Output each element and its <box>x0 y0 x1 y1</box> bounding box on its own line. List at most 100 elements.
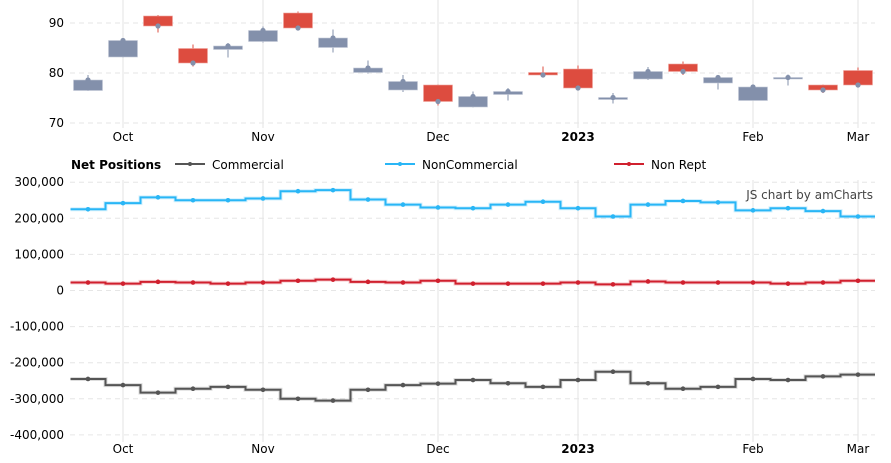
candle <box>458 91 488 108</box>
x-axis-label: Nov <box>251 130 274 144</box>
data-point <box>855 278 861 284</box>
x-axis-label: Dec <box>426 442 449 456</box>
net-positions-chart: Oct Nov Dec 2023 Feb Mar -400,000 -300,000 -200,… <box>10 175 875 456</box>
series-noncommercial <box>70 187 875 219</box>
close-marker <box>855 82 861 88</box>
data-point <box>400 382 406 388</box>
y-axis-label: 70 <box>49 116 64 130</box>
x-axis-label: Nov <box>251 442 274 456</box>
data-point <box>680 386 686 391</box>
data-point <box>820 280 826 285</box>
data-point <box>155 279 161 285</box>
close-marker <box>330 35 336 41</box>
y-axis-label: 90 <box>49 16 64 30</box>
data-point <box>540 281 546 286</box>
data-point <box>575 205 581 211</box>
data-point <box>715 280 721 285</box>
data-point <box>155 390 161 395</box>
candle <box>248 26 278 43</box>
series-line <box>70 189 875 218</box>
candle <box>423 84 453 106</box>
data-point <box>505 281 511 286</box>
candle <box>808 84 838 93</box>
series-line <box>70 370 875 402</box>
data-point <box>190 280 196 285</box>
data-point <box>400 280 406 285</box>
data-point <box>540 384 546 390</box>
data-point <box>575 280 581 285</box>
close-marker <box>190 60 196 66</box>
data-point <box>715 200 721 205</box>
data-point <box>155 195 161 200</box>
data-point <box>470 377 476 383</box>
data-point <box>680 280 686 285</box>
data-point <box>820 208 826 214</box>
y-axis-label: 300,000 <box>14 175 64 189</box>
data-point <box>435 381 441 386</box>
candle <box>563 65 593 91</box>
x-axis-label: Oct <box>113 442 134 456</box>
data-point <box>260 280 266 285</box>
x-axis-label: Mar <box>847 130 870 144</box>
data-point <box>750 280 756 285</box>
candle <box>73 75 103 91</box>
close-marker <box>155 23 161 29</box>
data-point <box>645 380 651 386</box>
data-point <box>820 374 826 379</box>
close-marker <box>645 68 651 75</box>
data-point <box>295 278 301 284</box>
data-point <box>120 200 126 206</box>
data-point <box>190 197 196 203</box>
data-point <box>295 396 301 402</box>
data-point <box>470 281 476 286</box>
candle <box>598 93 628 104</box>
data-point <box>85 280 91 285</box>
series-nonrept <box>70 277 875 287</box>
data-point <box>225 197 231 203</box>
legend-label-nonrept[interactable]: Non Rept <box>651 158 707 172</box>
x-axis-label: Oct <box>113 130 134 144</box>
data-point <box>645 279 651 284</box>
data-point <box>435 278 441 284</box>
y-axis-label: -300,000 <box>10 392 64 406</box>
data-point <box>365 197 371 202</box>
data-point <box>260 196 266 201</box>
legend-marker-commercial <box>188 162 192 166</box>
data-point <box>120 281 126 286</box>
close-marker <box>365 65 371 71</box>
data-point <box>365 279 371 285</box>
x-axis-label: Mar <box>847 442 870 456</box>
candle <box>773 74 803 86</box>
data-point <box>785 205 791 211</box>
candle <box>493 88 523 101</box>
x-axis-label: 2023 <box>561 442 594 456</box>
y-axis-label: -400,000 <box>10 428 64 442</box>
candle <box>528 66 558 78</box>
x-axis-label: 2023 <box>561 130 594 144</box>
series-line-shadow <box>70 369 875 403</box>
close-marker <box>820 87 826 93</box>
data-point <box>645 202 651 207</box>
close-marker <box>295 25 301 31</box>
x-axis-label: Feb <box>742 442 763 456</box>
data-point <box>85 206 91 212</box>
y-axis-label: 200,000 <box>14 211 64 225</box>
legend-title: Net Positions <box>71 158 161 172</box>
x-axis-label: Feb <box>742 130 763 144</box>
close-marker <box>260 27 266 34</box>
data-point <box>855 214 861 219</box>
legend-marker-nonrept <box>627 162 631 166</box>
candle <box>633 67 663 80</box>
data-point <box>715 384 721 390</box>
y-axis-label: 0 <box>56 284 64 298</box>
candle <box>108 37 138 58</box>
legend-label-commercial[interactable]: Commercial <box>212 158 284 172</box>
candle <box>178 44 208 67</box>
close-marker <box>505 88 511 95</box>
close-marker <box>225 43 231 49</box>
legend-label-noncommercial[interactable]: NonCommercial <box>422 158 518 172</box>
data-point <box>785 281 791 286</box>
amcharts-credit[interactable]: JS chart by amCharts <box>745 188 873 202</box>
data-point <box>190 386 196 391</box>
